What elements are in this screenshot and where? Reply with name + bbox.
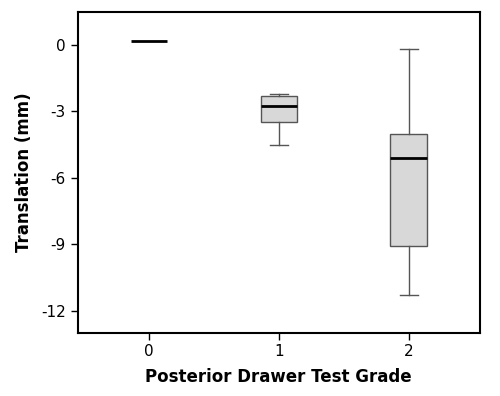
X-axis label: Posterior Drawer Test Grade: Posterior Drawer Test Grade (146, 368, 412, 386)
PathPatch shape (260, 96, 297, 122)
PathPatch shape (390, 133, 427, 246)
Y-axis label: Translation (mm): Translation (mm) (14, 92, 32, 252)
